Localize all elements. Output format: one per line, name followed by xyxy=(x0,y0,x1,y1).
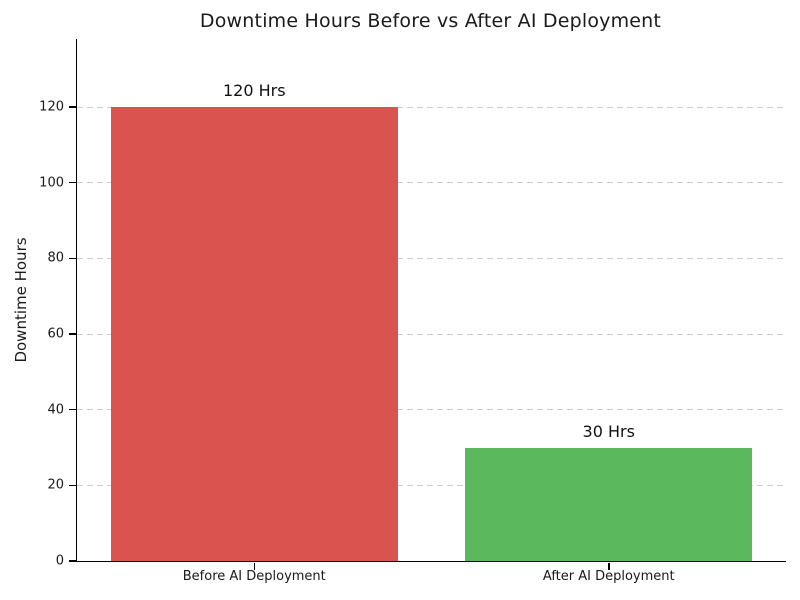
bar-after-ai-deployment xyxy=(465,447,753,561)
y-tick-label-120: 120 xyxy=(39,99,64,115)
gridline-y-60 xyxy=(77,333,786,335)
gridline-y-120 xyxy=(77,106,786,108)
gridline-y-100 xyxy=(77,182,786,184)
x-tick-mark-after-ai-deployment xyxy=(608,562,610,570)
gridline-y-80 xyxy=(77,257,786,259)
y-tick-mark-80 xyxy=(68,257,76,260)
gridline-y-20 xyxy=(77,484,786,486)
y-tick-label-20: 20 xyxy=(47,477,64,493)
value-label-after-ai-deployment: 30 Hrs xyxy=(582,421,635,441)
y-tick-mark-60 xyxy=(68,333,76,335)
x-tick-label-after-ai-deployment: After AI Deployment xyxy=(542,569,675,584)
y-tick-mark-120 xyxy=(68,106,76,108)
y-tick-label-0: 0 xyxy=(55,553,64,569)
x-tick-label-before-ai-deployment: Before AI Deployment xyxy=(182,569,326,584)
chart-title: Downtime Hours Before vs After AI Deploy… xyxy=(199,10,662,32)
y-tick-mark-100 xyxy=(68,181,76,184)
x-tick-mark-before-ai-deployment xyxy=(253,562,255,570)
y-tick-mark-20 xyxy=(68,484,76,487)
gridline-y-40 xyxy=(77,409,786,411)
bar-before-ai-deployment xyxy=(110,107,398,561)
value-label-before-ai-deployment: 120 Hrs xyxy=(222,81,286,101)
plot-area: 0 20 40 60 80 100 120 120 Hrs Before AI Deployme… xyxy=(39,39,786,584)
y-tick-mark-0 xyxy=(68,560,76,562)
y-tick-mark-40 xyxy=(68,408,76,411)
y-tick-label-80: 80 xyxy=(47,250,64,266)
y-tick-label-40: 40 xyxy=(47,402,64,418)
y-tick-label-60: 60 xyxy=(47,326,64,342)
y-tick-label-100: 100 xyxy=(39,175,64,191)
y-axis-label: Downtime Hours xyxy=(12,237,30,363)
